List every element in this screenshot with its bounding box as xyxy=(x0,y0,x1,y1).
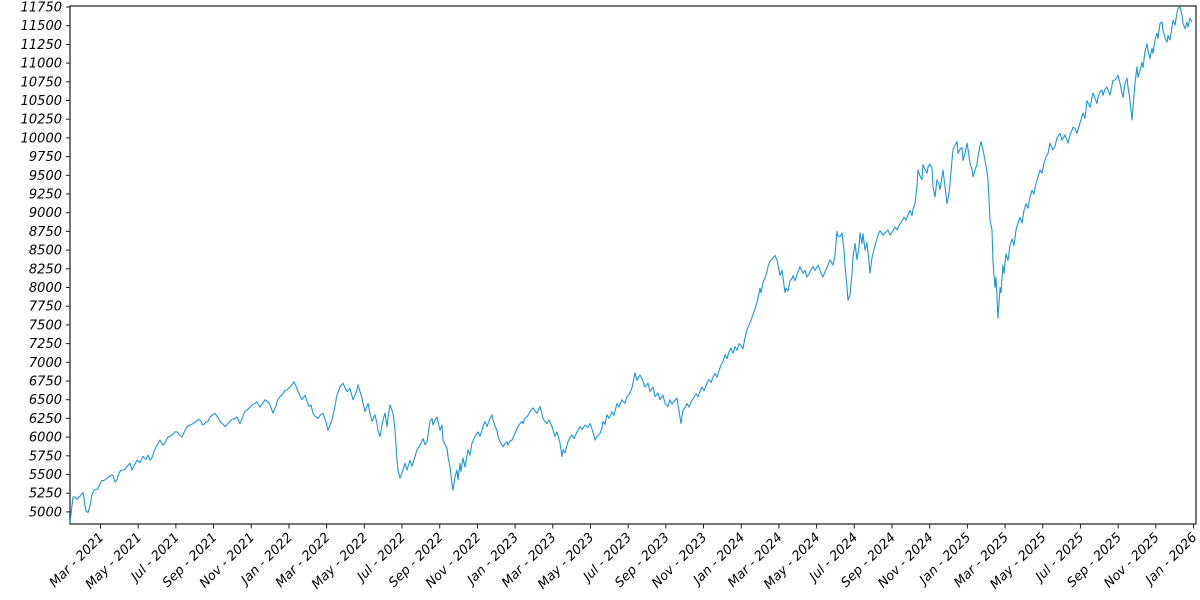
y-tick-label: 11750 xyxy=(21,1,62,16)
y-tick-label: 5250 xyxy=(29,487,62,502)
y-tick-label: 8750 xyxy=(29,225,62,240)
y-tick-label: 10000 xyxy=(21,131,62,146)
y-tick-label: 10500 xyxy=(21,94,62,109)
y-tick-label: 9000 xyxy=(29,206,62,221)
y-tick-label: 10750 xyxy=(21,75,62,90)
y-tick-label: 11000 xyxy=(21,57,62,72)
y-tick-label: 6000 xyxy=(29,431,62,446)
y-tick-label: 6250 xyxy=(29,412,62,427)
y-tick-label: 8500 xyxy=(29,244,62,259)
y-tick-label: 8000 xyxy=(29,281,62,296)
y-tick-label: 11500 xyxy=(21,19,62,34)
plot-box-spines xyxy=(69,5,1197,525)
y-tick-label: 7000 xyxy=(29,356,62,371)
y-tick-label: 5500 xyxy=(29,468,62,483)
y-axis-ticks: 11750 11500 11250 11000 10750 10500 10250 10000… xyxy=(21,1,70,520)
plot-box xyxy=(69,5,1197,525)
price-line-series xyxy=(69,6,1193,523)
price-line xyxy=(69,6,1193,523)
y-tick-label: 6750 xyxy=(29,375,62,390)
y-tick-label: 10250 xyxy=(21,113,62,128)
y-tick-label: 11250 xyxy=(21,38,62,53)
y-tick-label: 7250 xyxy=(29,337,62,352)
y-tick-label: 9250 xyxy=(29,188,62,203)
y-tick-label: 7500 xyxy=(29,318,62,333)
y-tick-label: 9500 xyxy=(29,169,62,184)
y-tick-label: 6500 xyxy=(29,393,62,408)
y-tick-label: 8250 xyxy=(29,262,62,277)
y-tick-label: 5750 xyxy=(29,449,62,464)
y-tick-label: 5000 xyxy=(29,505,62,520)
y-tick-label: 7750 xyxy=(29,300,62,315)
y-tick-label: 9750 xyxy=(29,150,62,165)
